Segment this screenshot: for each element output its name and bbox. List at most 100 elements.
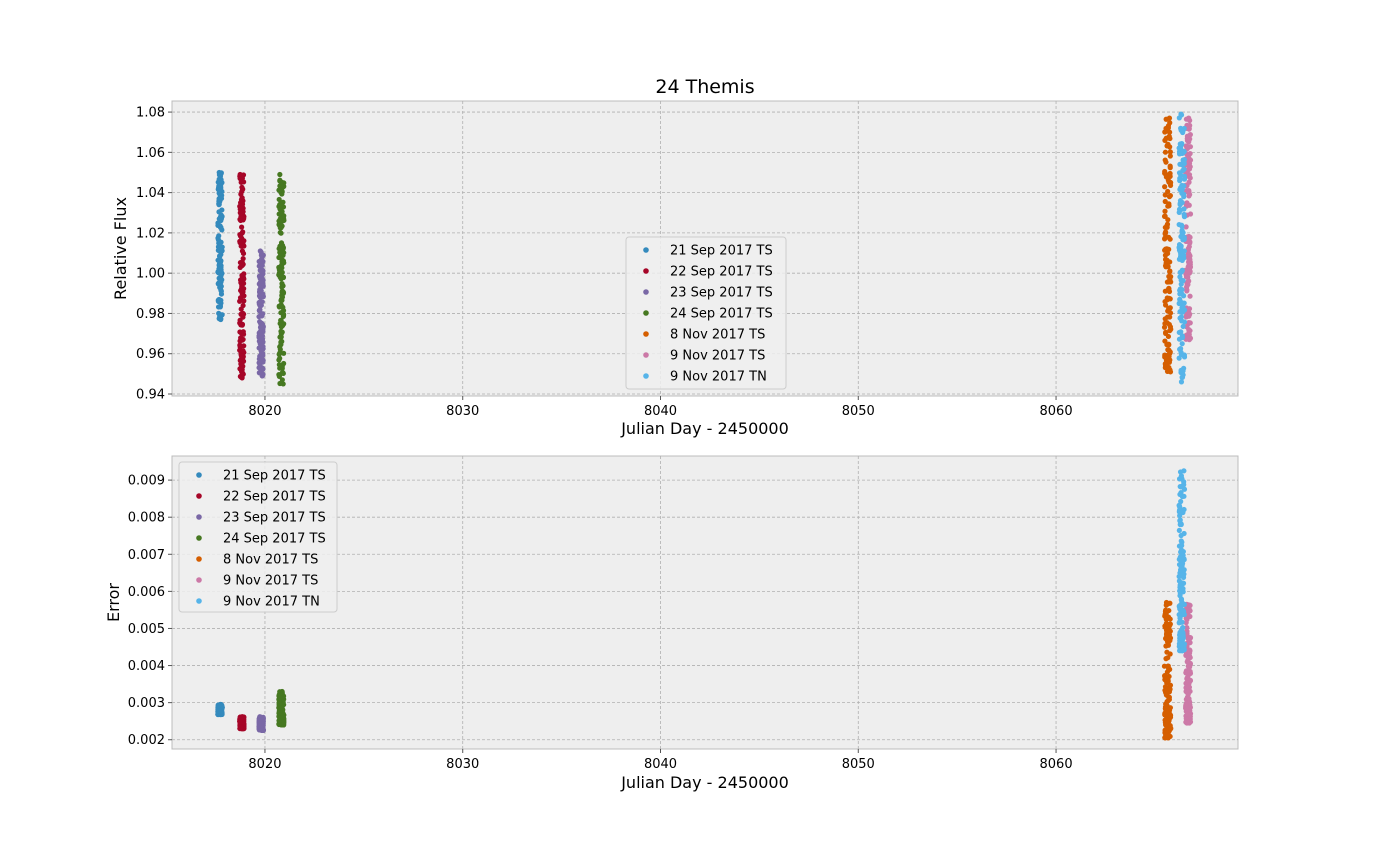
data-point xyxy=(1162,231,1168,237)
data-point xyxy=(1180,251,1186,257)
data-point xyxy=(217,223,223,229)
legend-marker xyxy=(196,514,202,520)
data-point xyxy=(238,191,244,197)
series-9-nov-2017-ts xyxy=(1183,601,1194,726)
data-point xyxy=(1176,641,1183,647)
data-point xyxy=(276,373,282,379)
data-point xyxy=(257,319,263,325)
data-point xyxy=(218,287,224,293)
data-point xyxy=(1178,603,1185,609)
data-point xyxy=(1187,256,1193,263)
data-point xyxy=(240,371,246,377)
legend-label: 9 Nov 2017 TN xyxy=(670,370,767,385)
data-point xyxy=(258,367,264,373)
data-point xyxy=(1177,269,1183,275)
data-point xyxy=(281,321,287,327)
data-point xyxy=(260,324,266,330)
data-point xyxy=(276,196,282,203)
data-point xyxy=(1176,170,1183,176)
legend-label: 9 Nov 2017 TS xyxy=(223,574,318,589)
data-point xyxy=(281,183,287,189)
data-point xyxy=(1184,624,1190,631)
legend-marker xyxy=(643,331,649,337)
data-point xyxy=(280,370,286,377)
legend-marker xyxy=(643,268,649,274)
data-point xyxy=(1183,284,1190,290)
data-point xyxy=(1164,342,1170,348)
y-tick-label: 1.02 xyxy=(136,226,165,241)
legend-marker xyxy=(196,556,202,562)
data-point xyxy=(217,244,223,250)
data-point xyxy=(216,202,222,208)
data-point xyxy=(1187,602,1193,609)
y-tick-label: 0.96 xyxy=(136,347,165,362)
legend-label: 22 Sep 2017 TS xyxy=(670,265,773,280)
data-point xyxy=(277,229,283,236)
series-21-sep-2017-ts xyxy=(215,701,225,718)
data-point xyxy=(239,274,245,281)
data-point xyxy=(1179,228,1185,234)
data-point xyxy=(1167,628,1173,634)
legend-marker xyxy=(196,577,202,583)
legend-label: 24 Sep 2017 TS xyxy=(223,532,326,547)
data-point xyxy=(1161,324,1168,330)
y-tick-label: 1.08 xyxy=(136,106,165,121)
data-point xyxy=(215,269,221,275)
data-point xyxy=(1177,309,1183,315)
data-point xyxy=(1162,213,1168,219)
legend-label: 8 Nov 2017 TS xyxy=(670,328,765,343)
data-point xyxy=(1162,712,1168,718)
data-point xyxy=(1178,243,1184,249)
y-tick-label: 0.004 xyxy=(128,659,165,674)
data-point xyxy=(218,214,224,220)
legend-box xyxy=(178,461,338,613)
data-point xyxy=(1177,629,1183,636)
data-point xyxy=(1164,368,1171,375)
data-point xyxy=(1177,175,1183,181)
data-point xyxy=(1177,593,1183,599)
data-point xyxy=(260,311,266,317)
data-point xyxy=(1187,132,1193,138)
data-point xyxy=(256,360,262,366)
y-tick-label: 0.007 xyxy=(128,548,165,563)
data-point xyxy=(280,719,287,725)
data-point xyxy=(1180,586,1186,592)
legend-marker xyxy=(643,289,649,295)
y-tick-label: 0.005 xyxy=(128,622,165,637)
data-point xyxy=(1183,670,1189,676)
data-point xyxy=(256,273,263,279)
data-point xyxy=(237,240,243,246)
data-point xyxy=(239,224,245,230)
legend-marker xyxy=(196,493,202,499)
data-point xyxy=(1177,200,1183,206)
data-point xyxy=(1185,711,1191,717)
data-point xyxy=(1180,560,1186,567)
data-point xyxy=(277,355,283,361)
legend-marker xyxy=(196,598,202,604)
y-tick-label: 0.008 xyxy=(128,511,165,526)
x-tick-label: 8030 xyxy=(446,404,479,419)
data-point xyxy=(1178,314,1185,320)
data-point xyxy=(257,290,263,296)
data-point xyxy=(1163,643,1169,649)
data-point xyxy=(276,700,282,706)
data-point xyxy=(237,719,243,725)
data-point xyxy=(237,259,244,266)
data-point xyxy=(238,279,244,286)
data-point xyxy=(217,261,223,267)
data-point xyxy=(1176,527,1182,534)
data-point xyxy=(216,298,222,304)
data-point xyxy=(217,253,223,259)
data-point xyxy=(280,311,287,317)
series-23-sep-2017-ts xyxy=(256,248,266,379)
data-point xyxy=(278,268,284,274)
data-point xyxy=(1186,139,1192,145)
data-point xyxy=(280,304,286,310)
data-point xyxy=(1167,616,1173,622)
data-point xyxy=(218,171,224,177)
data-point xyxy=(215,304,222,310)
data-point xyxy=(257,299,263,306)
data-point xyxy=(1187,293,1193,299)
data-point xyxy=(1178,222,1185,228)
